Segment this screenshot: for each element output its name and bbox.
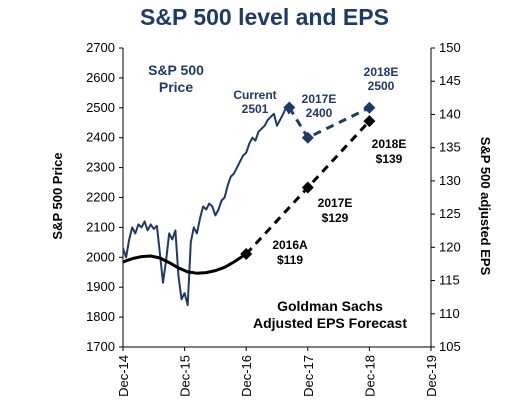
2016a-eps-label-line2: $119 [277,253,303,267]
2017e-eps-label-line1: 2017E [318,196,353,210]
right-tick-label: 150 [439,40,461,55]
right-tick-label: 130 [439,173,461,188]
x-tick-label: Dec-19 [424,355,439,397]
x-axis: Dec-14 Dec-15 Dec-16 Dec-17 Dec-18 Dec-19 [116,347,439,397]
right-tick-label: 125 [439,206,461,221]
2016a-eps-label-line1: 2016A [272,238,308,252]
eps-series-line [122,252,248,275]
left-tick-label: 2200 [86,190,115,205]
left-tick-label: 2000 [86,249,115,264]
x-tick-label: Dec-15 [178,355,193,397]
right-axis-label: S&P 500 adjusted EPS [478,137,493,276]
2018e-price-label-line1: 2018E [364,65,399,79]
left-tick-label: 1900 [86,279,115,294]
price-forecast-marker [301,131,314,144]
left-axis: 1700 1800 1900 2000 2100 2200 2300 2400 2500 2600… [86,40,123,354]
right-axis: 105 110 115 120 125 130 135 140 145 150 [431,40,461,354]
left-tick-label: 2400 [86,130,115,145]
right-tick-label: 120 [439,239,461,254]
series-layer [122,101,376,307]
current-label-line2: 2501 [242,102,269,116]
left-tick-label: 2700 [86,40,115,55]
eps-forecast-marker [301,181,314,194]
left-tick-label: 2500 [86,100,115,115]
chart-title: S&P 500 level and EPS [140,4,389,30]
left-tick-label: 1800 [86,309,115,324]
right-tick-label: 145 [439,73,461,88]
price-forecast-marker [363,101,376,114]
right-tick-label: 135 [439,140,461,155]
right-tick-label: 110 [439,306,460,321]
2017e-price-label-line2: 2400 [306,106,333,120]
left-tick-label: 2100 [86,219,115,234]
current-label-line1: Current [233,88,276,102]
2018e-eps-label-line1: 2018E [372,137,407,151]
x-tick-label: Dec-17 [301,355,316,397]
price-label-line1: S&P 500 [148,62,204,78]
price-label-line2: Price [159,79,193,95]
eps-forecast-marker [363,115,376,128]
right-tick-label: 115 [439,273,460,288]
left-axis-label: S&P 500 Price [50,152,65,239]
price-forecast-marker [283,101,296,114]
left-tick-label: 2600 [86,70,115,85]
left-tick-label: 2300 [86,160,115,175]
x-tick-label: Dec-18 [362,355,377,397]
2018e-price-label-line2: 2500 [368,79,395,93]
gs-forecast-label-line1: Goldman Sachs [277,298,383,314]
price-series-line [122,106,291,307]
x-tick-label: Dec-16 [239,355,254,397]
2018e-eps-label-line2: $139 [376,152,403,166]
2017e-eps-label-line2: $129 [322,211,349,225]
gs-forecast-label-line2: Adjusted EPS Forecast [253,315,407,331]
x-tick-label: Dec-14 [116,355,131,397]
right-tick-label: 105 [439,339,461,354]
right-tick-label: 140 [439,106,461,121]
eps-forecast-marker [240,247,253,260]
2017e-price-label-line1: 2017E [302,92,337,106]
left-tick-label: 1700 [86,339,115,354]
